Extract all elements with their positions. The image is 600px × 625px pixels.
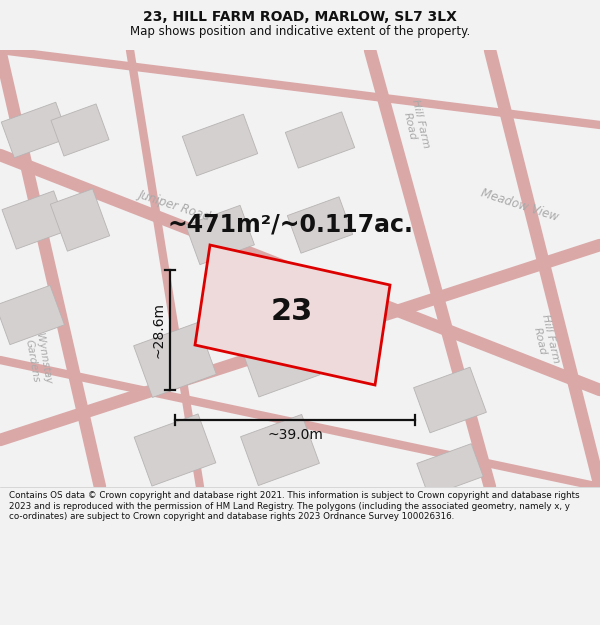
Text: ~28.6m: ~28.6m: [151, 302, 165, 358]
Polygon shape: [134, 414, 216, 486]
Text: 23, HILL FARM ROAD, MARLOW, SL7 3LX: 23, HILL FARM ROAD, MARLOW, SL7 3LX: [143, 10, 457, 24]
Text: Meadow View: Meadow View: [479, 186, 560, 224]
Polygon shape: [182, 114, 258, 176]
Text: 23: 23: [271, 298, 313, 326]
Polygon shape: [413, 367, 487, 433]
Polygon shape: [287, 197, 353, 253]
Text: Wynnstay
Gardens: Wynnstay Gardens: [23, 332, 53, 388]
Polygon shape: [195, 245, 390, 385]
Polygon shape: [240, 323, 320, 397]
Text: Juniper Road: Juniper Road: [137, 188, 213, 222]
Polygon shape: [417, 444, 483, 496]
Polygon shape: [0, 286, 64, 344]
Polygon shape: [241, 414, 319, 486]
Polygon shape: [51, 104, 109, 156]
Polygon shape: [50, 189, 110, 251]
Text: ~471m²/~0.117ac.: ~471m²/~0.117ac.: [167, 213, 413, 237]
Polygon shape: [2, 191, 68, 249]
Text: Hill Farm
Road: Hill Farm Road: [399, 98, 431, 152]
Polygon shape: [1, 102, 69, 158]
Text: Map shows position and indicative extent of the property.: Map shows position and indicative extent…: [130, 24, 470, 38]
Text: Hill Farm
Road: Hill Farm Road: [529, 313, 561, 367]
Polygon shape: [134, 322, 217, 398]
Polygon shape: [185, 206, 254, 264]
Text: Contains OS data © Crown copyright and database right 2021. This information is : Contains OS data © Crown copyright and d…: [9, 491, 580, 521]
Text: ~39.0m: ~39.0m: [267, 428, 323, 442]
Polygon shape: [286, 112, 355, 168]
